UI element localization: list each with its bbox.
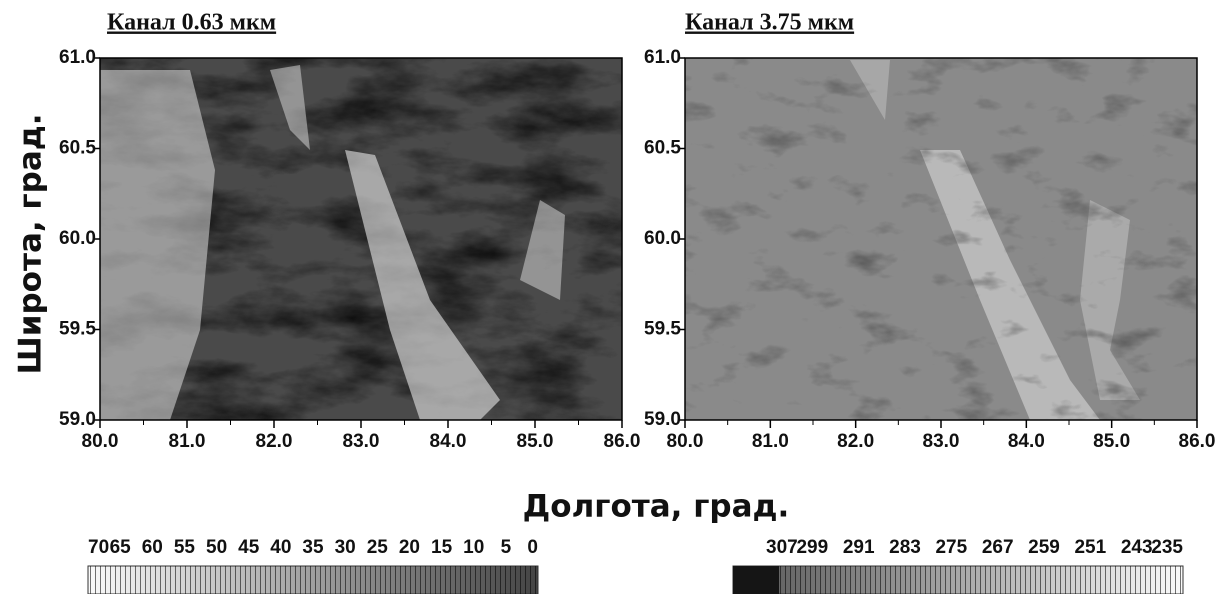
x-tick-label: 81.0 [169, 431, 206, 452]
colorbar-tick-label: 60 [142, 537, 163, 558]
colorbar-tick-label: 30 [335, 537, 356, 558]
x-tick-label: 80.0 [667, 431, 704, 452]
x-tick-label: 86.0 [1179, 431, 1216, 452]
x-tick-label: 83.0 [343, 431, 380, 452]
colorbar-tick-label: 25 [367, 537, 389, 558]
panel-title: Канал 0.63 мкм [107, 10, 276, 36]
y-tick-label: 60.5 [644, 138, 681, 159]
colorbar-tick-label: 65 [110, 537, 132, 558]
x-tick-label: 85.0 [1093, 431, 1130, 452]
x-axis-label: Долгота, град. [523, 489, 790, 525]
y-tick-label: 59.0 [59, 409, 96, 430]
x-tick-label: 81.0 [752, 431, 789, 452]
colorbar-tick-label: 20 [399, 537, 420, 558]
y-tick-label: 61.0 [59, 47, 96, 68]
colorbar-tick-label: 35 [302, 537, 324, 558]
image-panel-2 [685, 58, 1197, 420]
colorbar-tick-label: 275 [935, 537, 967, 558]
colorbar-block [733, 566, 779, 594]
y-tick-label: 60.0 [59, 228, 96, 249]
y-tick-label: 61.0 [644, 47, 681, 68]
colorbar-stripes [733, 566, 1183, 594]
colorbar-tick-label: 267 [982, 537, 1014, 558]
colorbar-tick-label: 283 [889, 537, 921, 558]
colorbar-tick-label: 15 [431, 537, 453, 558]
y-tick-label: 60.5 [59, 138, 96, 159]
y-axis-label: Широта, град. [13, 113, 49, 374]
colorbar-tick-label: 291 [843, 537, 875, 558]
x-tick-label: 82.0 [837, 431, 874, 452]
colorbar-tick-label: 259 [1028, 537, 1060, 558]
panel-title: Канал 3.75 мкм [685, 10, 854, 36]
colorbar-tick-label: 45 [238, 537, 260, 558]
y-tick-label: 60.0 [644, 228, 681, 249]
colorbar-tick-label: 299 [796, 537, 828, 558]
colorbar-tick-label: 10 [463, 537, 484, 558]
y-tick-label: 59.5 [644, 319, 681, 340]
colorbar-tick-label: 50 [206, 537, 227, 558]
x-tick-label: 83.0 [923, 431, 960, 452]
colorbar-tick-label: 55 [174, 537, 196, 558]
colorbar-stripes [88, 566, 538, 594]
x-tick-label: 84.0 [430, 431, 467, 452]
colorbar-tick-label: 307 [766, 537, 798, 558]
colorbar-tick-label: 5 [501, 537, 512, 558]
x-tick-label: 84.0 [1008, 431, 1045, 452]
figure: Долгота, град. Широта, град. Канал 0.63 … [0, 0, 1222, 594]
x-tick-label: 82.0 [256, 431, 293, 452]
x-tick-label: 85.0 [517, 431, 554, 452]
colorbar-tick-label: 40 [270, 537, 291, 558]
image-panel-1 [100, 58, 622, 420]
colorbar-tick-label: 243 [1121, 537, 1153, 558]
colorbar-tick-label: 70 [88, 537, 109, 558]
colorbar-tick-label: 235 [1151, 537, 1183, 558]
x-tick-label: 86.0 [604, 431, 641, 452]
y-tick-label: 59.5 [59, 319, 96, 340]
colorbar-tick-label: 0 [527, 537, 538, 558]
x-tick-label: 80.0 [82, 431, 119, 452]
y-tick-label: 59.0 [644, 409, 681, 430]
colorbar-tick-label: 251 [1074, 537, 1106, 558]
